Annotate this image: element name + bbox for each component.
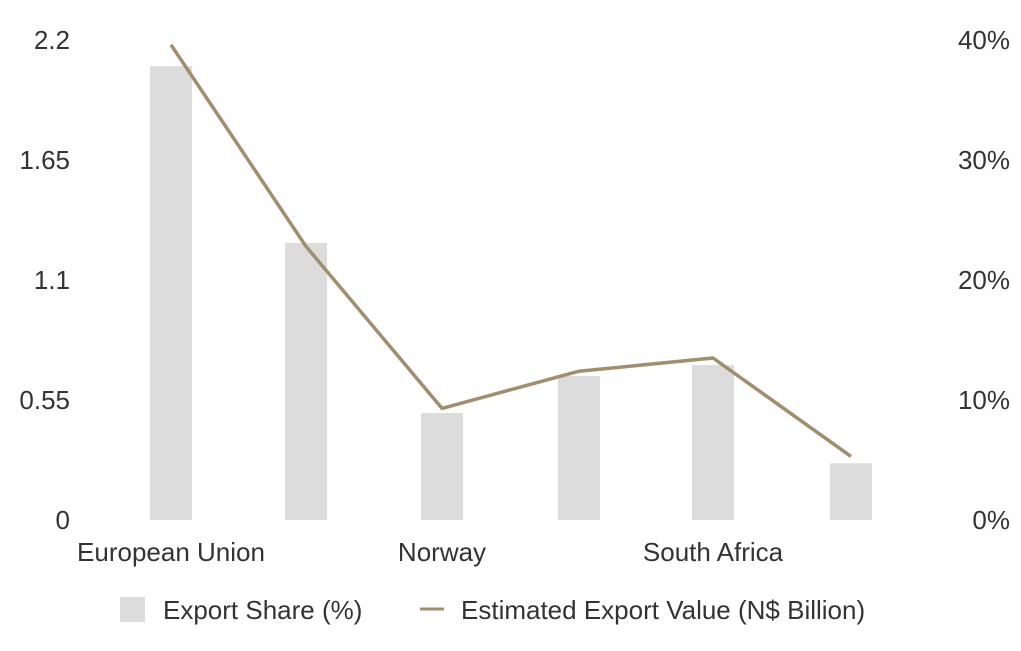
bar: [150, 66, 192, 520]
category-label: South Africa: [643, 537, 784, 567]
category-label: European Union: [77, 537, 265, 567]
category-labels: European Union Norway South Africa: [77, 537, 784, 567]
right-tick-label: 30%: [958, 145, 1010, 175]
bar-series: [150, 66, 872, 520]
bar: [558, 376, 600, 520]
legend: Export Share (%) Estimated Export Value …: [120, 595, 865, 625]
legend-bar-label: Export Share (%): [163, 595, 362, 625]
legend-bar-swatch: [120, 597, 145, 622]
line-series: [169, 43, 853, 458]
left-tick-label: 0: [56, 505, 70, 535]
bar: [421, 413, 463, 520]
left-tick-label: 2.2: [34, 25, 70, 55]
category-label: Norway: [398, 537, 486, 567]
right-axis: 0% 10% 20% 30% 40%: [958, 25, 1010, 535]
legend-line-label: Estimated Export Value (N$ Billion): [461, 595, 865, 625]
left-tick-label: 0.55: [19, 385, 70, 415]
left-tick-label: 1.65: [19, 145, 70, 175]
bar: [692, 365, 734, 520]
left-tick-label: 1.1: [34, 265, 70, 295]
right-tick-label: 10%: [958, 385, 1010, 415]
right-tick-label: 0%: [972, 505, 1010, 535]
left-axis: 0 0.55 1.1 1.65 2.2: [19, 25, 70, 535]
bar: [830, 463, 872, 520]
line-path: [169, 43, 853, 458]
bar: [285, 242, 327, 520]
right-tick-label: 40%: [958, 25, 1010, 55]
right-tick-label: 20%: [958, 265, 1010, 295]
